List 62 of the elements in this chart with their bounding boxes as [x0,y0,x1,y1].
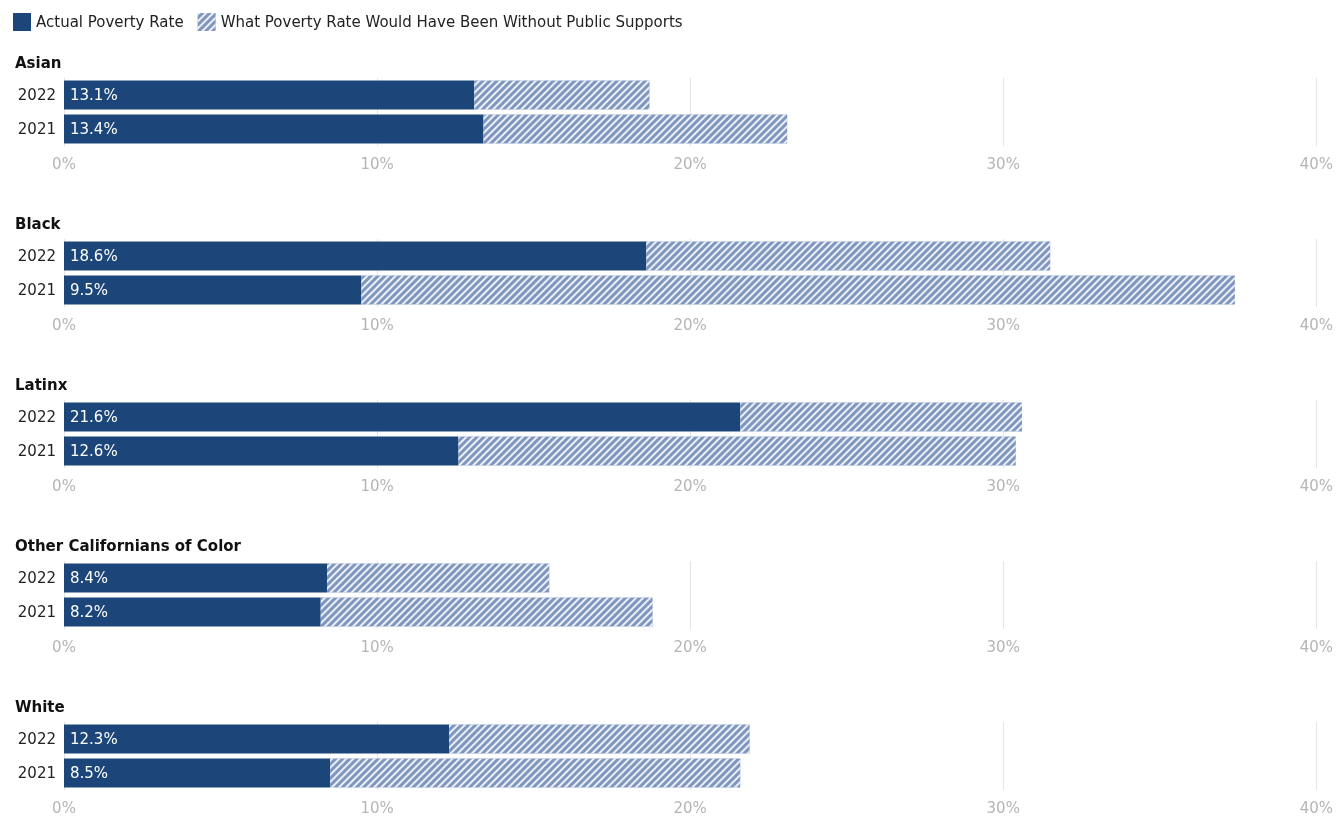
chart-title: Asian [15,53,62,72]
x-tick-label: 30% [986,798,1020,816]
y-tick-label: 2021 [17,120,56,138]
x-tick-label: 40% [1299,637,1333,656]
x-tick-label: 0% [52,637,76,656]
x-tick-label: 20% [673,476,707,495]
x-tick-label: 10% [360,154,394,173]
bar [64,436,459,466]
data-label: 8.2% [70,603,109,621]
chart-title: White [15,697,65,716]
x-tick-label: 0% [52,315,76,334]
data-label: 13.1% [70,86,118,104]
x-tick-label: 0% [52,154,76,173]
x-tick-label: 20% [673,154,707,173]
legend-label: What Poverty Rate Would Have Been Without Public Supports [220,13,683,31]
x-tick-label: 10% [360,476,394,495]
bar [64,597,321,627]
x-tick-label: 30% [986,637,1020,656]
y-tick-label: 2021 [17,442,56,460]
bar [64,275,362,305]
data-label: 12.6% [70,442,118,460]
data-label: 8.4% [70,569,109,587]
x-tick-label: 10% [360,315,394,334]
y-tick-label: 2021 [17,603,56,621]
y-tick-label: 2021 [17,281,56,299]
x-tick-label: 20% [673,798,707,816]
y-tick-label: 2022 [17,730,56,748]
x-tick-label: 30% [986,154,1020,173]
y-tick-label: 2022 [17,247,56,265]
x-tick-label: 10% [360,637,394,656]
y-tick-label: 2022 [17,569,56,587]
bar [64,563,327,593]
x-tick-label: 0% [52,798,76,816]
y-tick-label: 2022 [17,86,56,104]
bar [64,402,741,432]
x-tick-label: 10% [360,798,394,816]
x-tick-label: 30% [986,476,1020,495]
bar [64,114,484,144]
x-tick-label: 40% [1299,476,1333,495]
y-tick-label: 2021 [17,764,56,782]
bar [64,758,331,788]
bar [64,724,450,754]
bar [64,241,647,271]
data-label: 13.4% [70,120,118,138]
data-label: 18.6% [70,247,118,265]
chart-title: Black [15,214,62,233]
y-tick-label: 2022 [17,408,56,426]
x-tick-label: 20% [673,637,707,656]
x-tick-label: 0% [52,476,76,495]
x-tick-label: 30% [986,315,1020,334]
data-label: 9.5% [70,281,109,299]
data-label: 21.6% [70,408,118,426]
x-tick-label: 40% [1299,315,1333,334]
chart-title: Other Californians of Color [15,536,242,555]
chart-title: Latinx [15,375,68,394]
x-tick-label: 40% [1299,798,1333,816]
data-label: 8.5% [70,764,109,782]
legend-label: Actual Poverty Rate [36,13,184,31]
bar [64,80,475,110]
x-tick-label: 40% [1299,154,1333,173]
data-label: 12.3% [70,730,118,748]
x-tick-label: 20% [673,315,707,334]
